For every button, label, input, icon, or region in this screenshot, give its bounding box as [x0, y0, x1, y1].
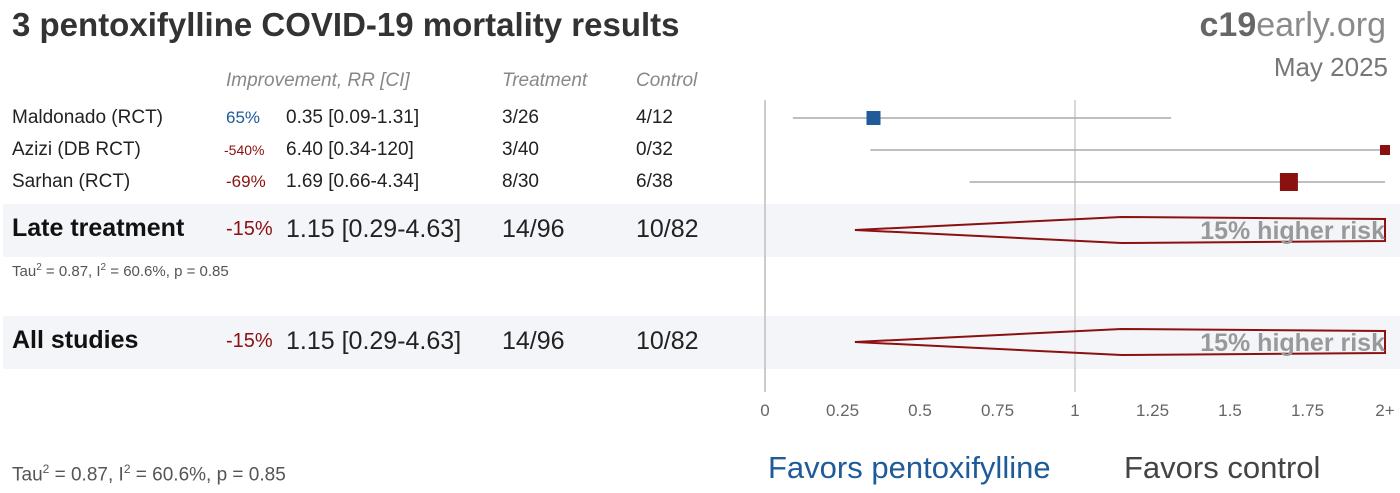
x-tick-label: 0.5	[908, 401, 932, 420]
summary-risk-label: 15% higher risk	[1200, 329, 1385, 357]
header-improvement: Improvement, RR [CI]	[226, 70, 410, 91]
study-rr: 1.69 [0.66-4.34]	[286, 171, 420, 192]
summary-band-all	[3, 316, 1400, 369]
stats-tau: Tau	[12, 263, 37, 280]
brand-rest: early.org	[1256, 6, 1386, 44]
summary-diamond	[854, 327, 1386, 357]
summary-treatment: 14/96	[502, 327, 565, 355]
study-improvement: 65%	[226, 108, 261, 127]
favors-control-label: Favors control	[1124, 450, 1321, 485]
summary-improvement: -15%	[226, 218, 273, 240]
summary-treatment: 14/96	[502, 215, 565, 243]
study-point	[1380, 145, 1390, 155]
x-tick-label: 1.5	[1218, 401, 1242, 420]
brand-bold: c19	[1199, 6, 1257, 44]
favors-treatment-label: Favors pentoxifylline	[768, 450, 1051, 485]
footer-stats: Tau2 = 0.87, I2 = 60.6%, p = 0.85	[12, 462, 286, 486]
summary-control: 10/82	[636, 215, 699, 243]
stats-rest: = 60.6%, p = 0.85	[130, 464, 286, 486]
study-improvement: -69%	[226, 172, 266, 191]
stats-sup: 2	[100, 262, 107, 273]
study-treatment: 8/30	[502, 171, 539, 192]
x-tick-label: 2+	[1375, 401, 1394, 420]
stats-mid: = 0.87, I	[41, 263, 101, 280]
stats-sup: 2	[42, 462, 50, 476]
stats-mid: = 0.87, I	[49, 464, 124, 486]
study-name: Sarhan (RCT)	[12, 171, 131, 192]
summary-control: 10/82	[636, 327, 699, 355]
summary-rr: 1.15 [0.29-4.63]	[286, 215, 462, 243]
brand-logo[interactable]: c19early.org	[1200, 6, 1387, 45]
study-control: 4/12	[636, 107, 673, 128]
study-control: 0/32	[636, 139, 673, 160]
summary-risk-label: 15% higher risk	[1200, 217, 1385, 245]
x-tick-label: 0	[760, 401, 769, 420]
summary-improvement: -15%	[226, 330, 273, 352]
study-treatment: 3/26	[502, 107, 539, 128]
x-tick-label: 1.75	[1291, 401, 1324, 420]
late-stats: Tau2 = 0.87, I2 = 60.6%, p = 0.85	[12, 262, 229, 280]
summary-band-late	[3, 204, 1400, 257]
study-point	[866, 111, 881, 125]
study-name: Azizi (DB RCT)	[12, 139, 141, 160]
stats-sup: 2	[36, 262, 42, 273]
study-improvement: -540%	[224, 142, 265, 158]
page-title: 3 pentoxifylline COVID-19 mortality resu…	[12, 6, 680, 43]
summary-name: Late treatment	[12, 214, 185, 242]
stats-tau: Tau	[12, 464, 43, 486]
study-treatment: 3/40	[502, 139, 539, 160]
stats-sup: 2	[123, 462, 131, 476]
summary-name: All studies	[12, 326, 139, 354]
x-tick-label: 1.25	[1136, 401, 1169, 420]
date-label: May 2025	[1273, 52, 1388, 82]
stats-rest: = 60.6%, p = 0.85	[106, 263, 229, 280]
x-tick-label: 0.25	[826, 401, 859, 420]
study-control: 6/38	[636, 171, 673, 192]
study-rr: 0.35 [0.09-1.31]	[286, 107, 420, 128]
x-tick-label: 1	[1070, 401, 1079, 420]
x-tick-label: 0.75	[981, 401, 1014, 420]
study-point	[1279, 173, 1298, 191]
summary-rr: 1.15 [0.29-4.63]	[286, 327, 462, 355]
study-name: Maldonado (RCT)	[12, 107, 163, 128]
header-control: Control	[636, 70, 698, 91]
study-rr: 6.40 [0.34-120]	[286, 139, 414, 160]
summary-diamond	[854, 215, 1386, 245]
header-treatment: Treatment	[502, 70, 588, 91]
